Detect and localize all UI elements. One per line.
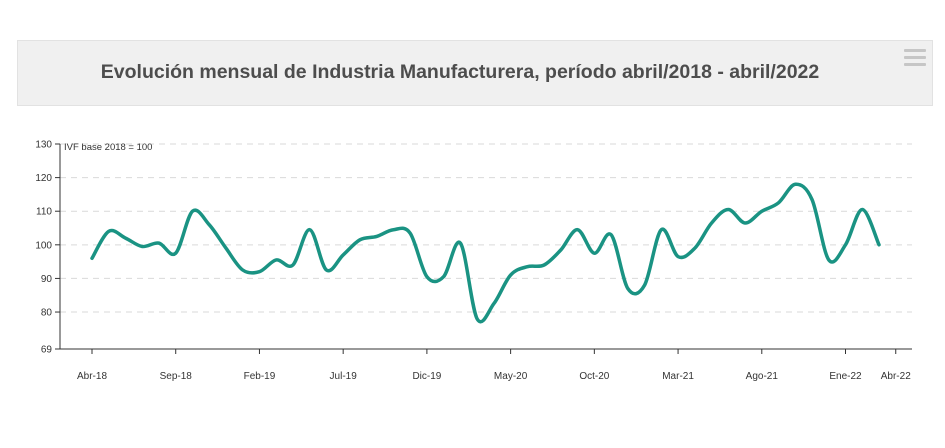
y-tick-label: 90	[41, 274, 53, 285]
x-tick-label: Sep-18	[160, 371, 193, 382]
data-point[interactable]	[675, 254, 681, 260]
gridlines	[60, 143, 912, 313]
data-point[interactable]	[725, 207, 731, 213]
y-tick-label: 110	[36, 207, 52, 218]
y-tick-label: 100	[35, 240, 52, 251]
data-point[interactable]	[809, 197, 815, 203]
series-line[interactable]	[90, 182, 881, 324]
data-point[interactable]	[441, 274, 447, 280]
data-point[interactable]	[491, 301, 497, 307]
axes	[59, 144, 912, 350]
x-tick-label: Abr-22	[881, 371, 911, 382]
y-tick-label: 69	[41, 345, 53, 356]
data-point[interactable]	[843, 242, 849, 248]
x-axis-ticks: Abr-18 Sep-18 Feb-19 Jul-19 Dic-19 May-20 Oct-…	[77, 349, 911, 382]
data-point[interactable]	[223, 245, 229, 251]
data-point[interactable]	[642, 282, 648, 288]
data-point[interactable]	[541, 262, 547, 268]
data-point[interactable]	[859, 207, 865, 213]
data-point[interactable]	[156, 240, 162, 246]
data-point[interactable]	[424, 274, 430, 280]
data-point[interactable]	[826, 257, 832, 263]
x-tick-label: Oct-20	[579, 371, 609, 382]
data-point[interactable]	[307, 227, 313, 233]
data-point[interactable]	[374, 233, 380, 239]
data-point[interactable]	[625, 286, 631, 292]
x-tick-label: Mar-21	[662, 371, 694, 382]
data-point[interactable]	[524, 264, 530, 270]
data-point[interactable]	[340, 252, 346, 258]
x-tick-label: Jul-19	[330, 371, 358, 382]
data-point[interactable]	[776, 200, 782, 206]
data-point[interactable]	[759, 208, 765, 214]
data-point[interactable]	[709, 220, 715, 226]
data-point[interactable]	[240, 267, 246, 273]
y-axis-ticks: 69 80 90 100 110 120 130	[35, 140, 60, 356]
series-group	[89, 181, 882, 324]
data-point[interactable]	[457, 240, 463, 246]
chart-title: Evolución mensual de Industria Manufactu…	[100, 61, 820, 83]
y-tick-label: 80	[41, 308, 53, 319]
data-point[interactable]	[139, 244, 145, 250]
data-point[interactable]	[558, 247, 564, 253]
x-tick-label: Abr-18	[77, 371, 107, 382]
data-point[interactable]	[89, 255, 95, 261]
data-point[interactable]	[658, 227, 664, 233]
y-tick-label: 130	[35, 140, 52, 151]
data-point[interactable]	[190, 208, 196, 214]
data-point[interactable]	[575, 227, 581, 233]
data-point[interactable]	[357, 237, 363, 243]
data-point[interactable]	[742, 220, 748, 226]
x-tick-label: Dic-19	[412, 371, 441, 382]
y-tick-label: 120	[35, 173, 52, 184]
data-point[interactable]	[508, 272, 514, 278]
x-tick-label: Feb-19	[244, 371, 276, 382]
data-point[interactable]	[792, 181, 798, 187]
data-point[interactable]	[206, 222, 212, 228]
x-tick-label: Ene-22	[829, 371, 862, 382]
data-point[interactable]	[390, 227, 396, 233]
data-point[interactable]	[692, 245, 698, 251]
data-point[interactable]	[876, 242, 882, 248]
data-point[interactable]	[591, 250, 597, 256]
data-point[interactable]	[106, 228, 112, 234]
hamburger-menu-icon[interactable]	[904, 49, 926, 69]
data-point[interactable]	[407, 230, 413, 236]
data-point[interactable]	[474, 316, 480, 322]
data-point[interactable]	[123, 235, 129, 241]
data-point[interactable]	[173, 250, 179, 256]
data-point[interactable]	[608, 232, 614, 238]
data-point[interactable]	[323, 267, 329, 273]
data-point[interactable]	[256, 269, 262, 275]
data-point[interactable]	[273, 257, 279, 263]
chart-header: Evolución mensual de Industria Manufactu…	[17, 40, 933, 106]
y-axis-label: IVF base 2018 = 100	[64, 142, 152, 153]
x-tick-label: Ago-21	[746, 371, 779, 382]
x-tick-label: May-20	[494, 371, 528, 382]
data-point[interactable]	[290, 262, 296, 268]
